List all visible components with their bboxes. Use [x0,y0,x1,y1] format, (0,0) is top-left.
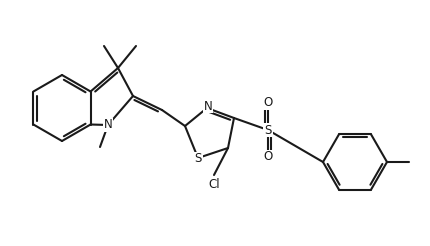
Text: O: O [263,96,273,109]
Text: Cl: Cl [208,178,220,190]
Text: O: O [263,151,273,164]
Text: N: N [204,99,212,112]
Text: S: S [264,123,272,137]
Text: N: N [104,119,112,132]
Text: S: S [194,153,202,166]
